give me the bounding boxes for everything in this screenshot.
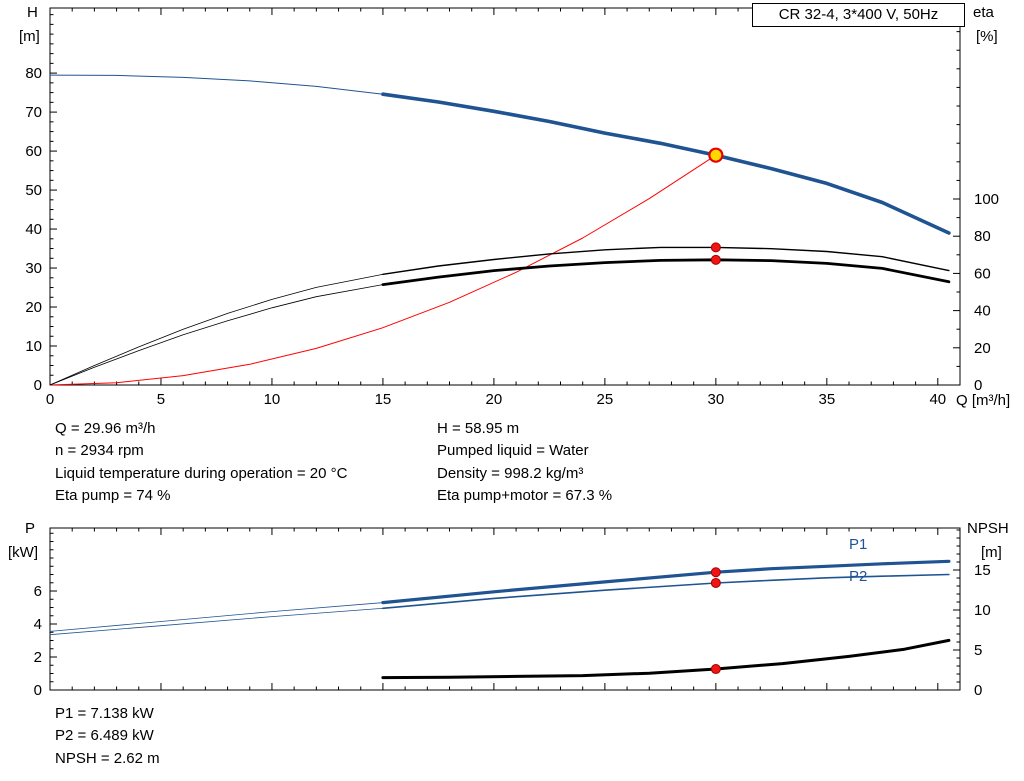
left-tick-label: 6 bbox=[34, 583, 42, 600]
x-tick-label: 20 bbox=[486, 391, 503, 408]
npsh-axis-unit: [m] bbox=[981, 544, 1002, 561]
left-tick-label: 30 bbox=[25, 260, 42, 277]
plot-frame bbox=[49, 527, 961, 691]
right-tick-label: 80 bbox=[974, 228, 991, 245]
left-tick-label: 0 bbox=[34, 377, 42, 394]
eta-pump-point bbox=[710, 242, 721, 253]
operating-data-col2: H = 58.95 m Pumped liquid = Water Densit… bbox=[437, 418, 612, 508]
p1-value: P1 = 7.138 kW bbox=[55, 705, 154, 722]
left-tick-label: 60 bbox=[25, 143, 42, 160]
eta-pump-curve bbox=[382, 246, 950, 275]
right-tick-label: 0 bbox=[974, 682, 982, 699]
right-tick-label: 0 bbox=[974, 377, 982, 394]
eta-pump-motor-point bbox=[710, 254, 721, 265]
p1-curve-label: P1 bbox=[849, 536, 868, 553]
head-value: H = 58.95 m bbox=[437, 420, 520, 437]
x-tick-label: 30 bbox=[708, 391, 725, 408]
hq-curve-lead bbox=[49, 74, 384, 95]
hq-eta-chart: 0 5 10 15 20 25 30 35 40 0 10 20 30 40 50 60 70 80 0 20 40 60… bbox=[25, 7, 999, 408]
p-axis-unit: [kW] bbox=[8, 544, 38, 561]
flow-value: Q = 29.96 m³/h bbox=[55, 420, 156, 437]
eta-axis-title: eta bbox=[973, 4, 994, 21]
x-tick-label: 0 bbox=[46, 391, 54, 408]
right-tick-label: 100 bbox=[974, 191, 999, 208]
x-tick-label: 15 bbox=[375, 391, 392, 408]
p1-lead bbox=[49, 602, 384, 632]
npsh-axis-title: NPSH bbox=[967, 520, 1009, 537]
operating-data-col1: Q = 29.96 m³/h n = 2934 rpm Liquid tempe… bbox=[55, 418, 347, 508]
right-tick-label: 60 bbox=[974, 265, 991, 282]
left-tick-label: 70 bbox=[25, 104, 42, 121]
x-tick-label: 25 bbox=[597, 391, 614, 408]
density-value: Density = 998.2 kg/m³ bbox=[437, 464, 584, 482]
p1-point bbox=[710, 567, 721, 578]
left-tick-label: 10 bbox=[25, 338, 42, 355]
h-axis-unit: [m] bbox=[19, 28, 40, 45]
pumped-liquid-value: Pumped liquid = Water bbox=[437, 442, 589, 460]
h-axis-title: H bbox=[27, 4, 38, 21]
npsh-point bbox=[710, 664, 721, 675]
npsh-value: NPSH = 2.62 m bbox=[55, 749, 160, 767]
p2-value: P2 = 6.489 kW bbox=[55, 727, 154, 745]
p1-curve bbox=[381, 559, 951, 605]
q-axis-title: Q [m³/h] bbox=[956, 392, 1011, 409]
left-tick-label: 20 bbox=[25, 299, 42, 316]
left-tick-label: 4 bbox=[34, 616, 42, 633]
x-tick-label: 35 bbox=[818, 391, 835, 408]
right-tick-label: 5 bbox=[974, 642, 982, 659]
x-tick-label: 40 bbox=[929, 391, 946, 408]
eta-pump-motor-lead bbox=[49, 284, 384, 386]
speed-value: n = 2934 rpm bbox=[55, 442, 144, 460]
x-tick-label: 10 bbox=[264, 391, 281, 408]
plot-frame bbox=[49, 7, 961, 386]
eta-pump-value: Eta pump = 74 % bbox=[55, 487, 171, 505]
p-axis-title: P bbox=[25, 520, 36, 537]
right-tick-label: 15 bbox=[974, 562, 991, 579]
eta-pump-lead bbox=[49, 273, 384, 386]
hq-curve bbox=[381, 92, 951, 235]
duty-point bbox=[708, 147, 724, 163]
npsh-curve bbox=[381, 638, 951, 680]
system-curve bbox=[49, 154, 717, 386]
x-tick-label: 5 bbox=[157, 391, 165, 408]
pump-title-box: CR 32-4, 3*400 V, 50Hz bbox=[752, 3, 965, 27]
eta-axis-unit: [%] bbox=[976, 28, 998, 45]
right-tick-label: 10 bbox=[974, 602, 991, 619]
left-tick-label: 2 bbox=[34, 649, 42, 666]
power-npsh-data: P1 = 7.138 kW P2 = 6.489 kW NPSH = 2.62 … bbox=[55, 703, 160, 770]
p2-curve-label: P2 bbox=[849, 568, 868, 585]
liquid-temp-value: Liquid temperature during operation = 20… bbox=[55, 464, 348, 482]
left-tick-label: 80 bbox=[25, 65, 42, 82]
right-tick-label: 20 bbox=[974, 340, 991, 357]
power-npsh-chart: 0 2 4 6 0 5 10 15 bbox=[34, 527, 991, 699]
p2-curve bbox=[382, 573, 950, 610]
left-tick-label: 50 bbox=[25, 182, 42, 199]
left-tick-label: 0 bbox=[34, 682, 42, 699]
p2-point bbox=[710, 577, 721, 588]
left-tick-label: 40 bbox=[25, 221, 42, 238]
right-tick-label: 40 bbox=[974, 303, 991, 320]
eta-pump-motor-curve bbox=[381, 258, 951, 286]
eta-pump-motor-value: Eta pump+motor = 67.3 % bbox=[437, 487, 613, 505]
p2-lead bbox=[49, 607, 384, 636]
